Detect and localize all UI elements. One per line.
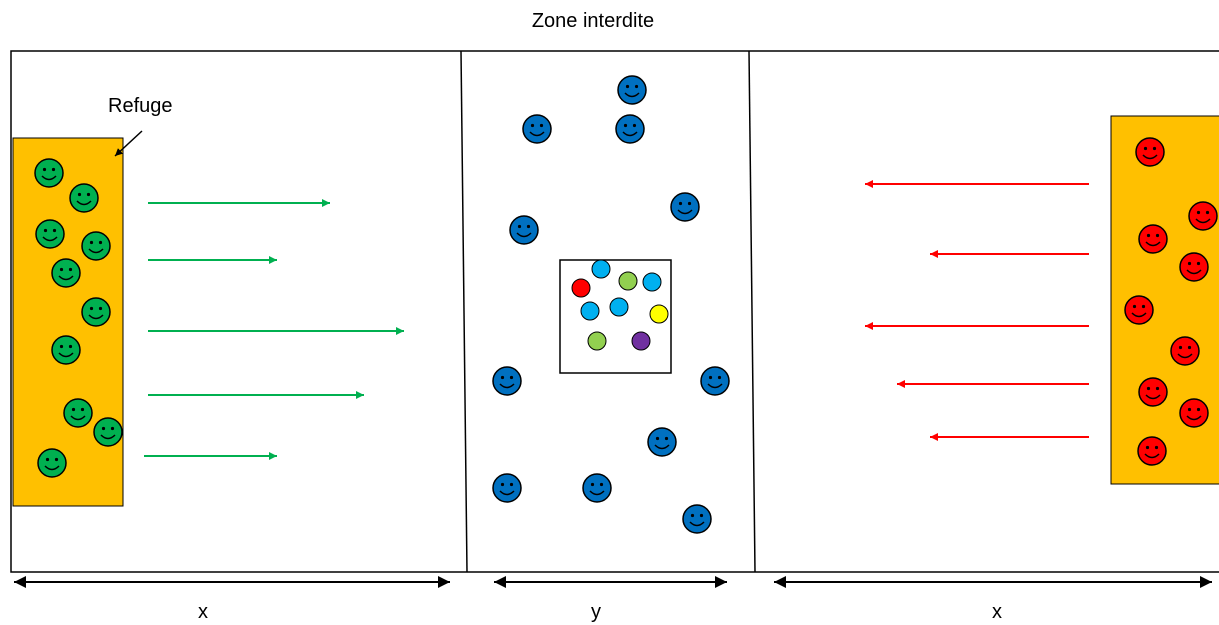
dimension-label-middle: y [591, 601, 601, 623]
smiley-face [1135, 137, 1165, 167]
smiley-face [617, 75, 647, 105]
smiley-face [35, 219, 65, 249]
smiley-face [34, 158, 64, 188]
colored-dot [587, 331, 607, 351]
colored-dot [580, 301, 600, 321]
smiley-face [81, 297, 111, 327]
smiley-face [682, 504, 712, 534]
red-smileys [1124, 137, 1218, 466]
smiley-face [51, 335, 81, 365]
smiley-face [1179, 252, 1209, 282]
dimension-label-left: x [198, 601, 208, 623]
colored-dot [631, 331, 651, 351]
smiley-face [509, 215, 539, 245]
green-arrows [144, 199, 404, 460]
green-smileys [34, 158, 123, 478]
colored-dot [642, 272, 662, 292]
blue-smileys [492, 75, 730, 534]
colored-dot [609, 297, 629, 317]
smiley-face [69, 183, 99, 213]
divider-right [748, 50, 756, 573]
smiley-face [700, 366, 730, 396]
smiley-face [1188, 201, 1218, 231]
smiley-face [37, 448, 67, 478]
smiley-face [1170, 336, 1200, 366]
smiley-face [615, 114, 645, 144]
colored-dot [571, 278, 591, 298]
colored-dots [571, 259, 669, 351]
smiley-face [1179, 398, 1209, 428]
divider-left [460, 50, 468, 573]
dimension-label-right: x [992, 601, 1002, 623]
smiley-face [93, 417, 123, 447]
diagram-title: Zone interdite [532, 10, 654, 32]
colored-dot [591, 259, 611, 279]
refuge-label: Refuge [108, 95, 173, 117]
smiley-face [647, 427, 677, 457]
smiley-face [670, 192, 700, 222]
smiley-face [51, 258, 81, 288]
colored-dot [649, 304, 669, 324]
colored-dot [618, 271, 638, 291]
refuge-right [1110, 115, 1219, 485]
smiley-face [522, 114, 552, 144]
smiley-face [492, 473, 522, 503]
smiley-face [1138, 377, 1168, 407]
smiley-face [1137, 436, 1167, 466]
smiley-face [1138, 224, 1168, 254]
red-arrows [865, 180, 1089, 441]
smiley-face [81, 231, 111, 261]
smiley-face [492, 366, 522, 396]
outer-frame [10, 50, 1219, 573]
refuge-pointer-arrow [114, 130, 143, 157]
smiley-face [1124, 295, 1154, 325]
smiley-face [582, 473, 612, 503]
smiley-face [63, 398, 93, 428]
